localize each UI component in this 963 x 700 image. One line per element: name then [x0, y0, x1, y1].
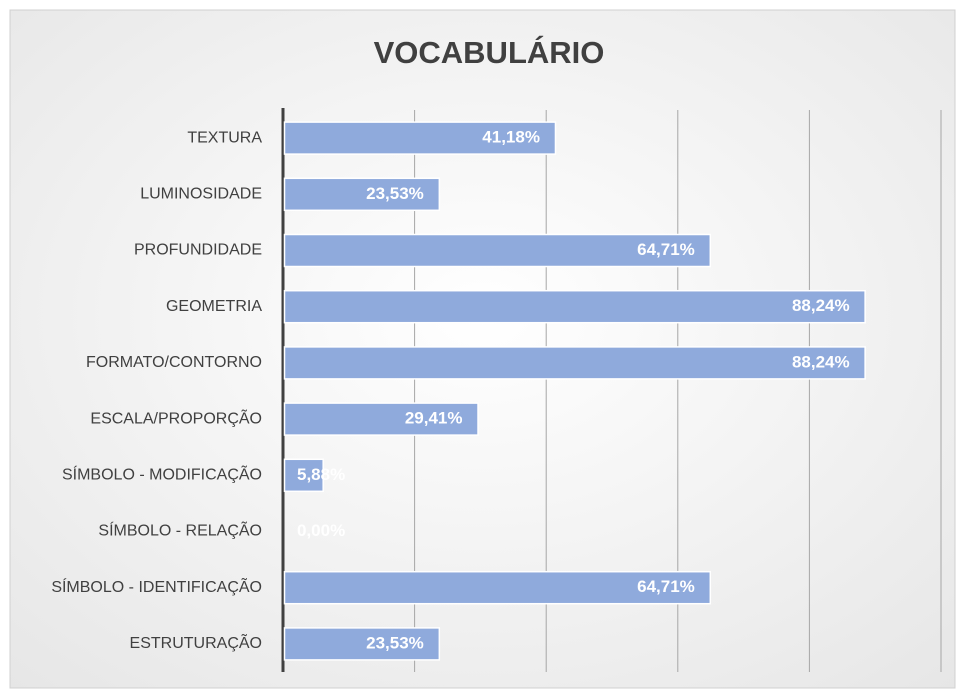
data-label: 64,71%	[637, 240, 695, 259]
y-tick-label: PROFUNDIDADE	[134, 242, 262, 259]
y-tick-label: FORMATO/CONTORNO	[86, 354, 262, 371]
data-label: 5,88%	[297, 465, 345, 484]
data-label: 23,53%	[366, 184, 424, 203]
data-label: 29,41%	[405, 409, 463, 428]
data-label: 88,24%	[792, 296, 850, 315]
bar	[283, 458, 324, 493]
y-tick-label: SÍMBOLO - RELAÇÃO	[98, 520, 262, 540]
data-label: 64,71%	[637, 577, 695, 596]
bar	[283, 402, 479, 436]
data-label: 41,18%	[482, 128, 540, 147]
bar	[283, 346, 866, 380]
chart-title: VOCABULÁRIO	[374, 35, 605, 70]
bar	[283, 233, 712, 268]
data-label: 23,53%	[366, 633, 424, 652]
y-tick-label: ESTRUTURAÇÃO	[130, 632, 262, 652]
y-tick-label: GEOMETRIA	[166, 298, 262, 315]
bar	[283, 289, 866, 324]
bar	[283, 177, 441, 212]
y-tick-label: TEXTURA	[187, 129, 262, 146]
bar	[283, 627, 441, 661]
data-label: 0,00%	[297, 521, 345, 540]
y-tick-label: ESCALA/PROPORÇÃO	[90, 407, 262, 427]
bar	[283, 570, 712, 605]
bar	[283, 121, 557, 155]
y-tick-label: SÍMBOLO - IDENTIFICAÇÃO	[51, 576, 262, 596]
y-tick-label: SÍMBOLO - MODIFICAÇÃO	[62, 464, 262, 484]
data-label: 88,24%	[792, 352, 850, 371]
y-tick-label: LUMINOSIDADE	[140, 186, 262, 203]
